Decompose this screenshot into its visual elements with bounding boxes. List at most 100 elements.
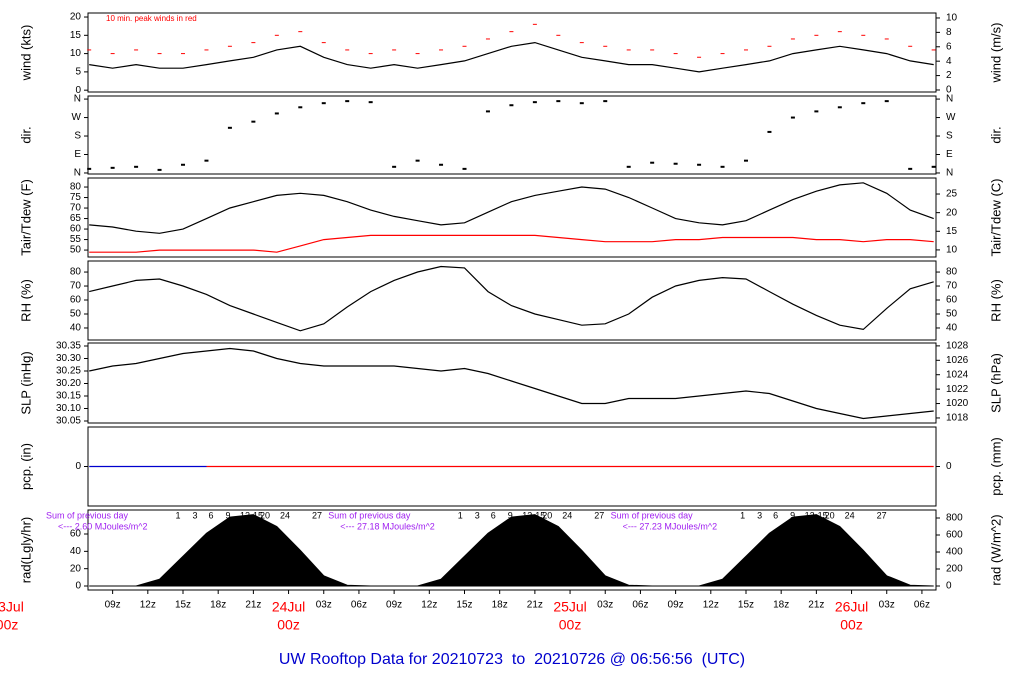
y-tick-label: 30.15 (56, 391, 81, 402)
x-tick-label: 21z (245, 600, 261, 611)
point (251, 120, 256, 123)
y-tick-label: W (72, 112, 82, 123)
sun-hour-label: 24 (562, 510, 572, 520)
y-tick-label: 20 (70, 563, 82, 574)
sun-hour-label: 1 (175, 510, 180, 520)
y-axis-label: wind (kts) (18, 25, 33, 82)
y2-tick-label: 200 (946, 564, 963, 575)
y-tick-label: 65 (70, 213, 82, 224)
y-tick-label: 5 (75, 67, 81, 78)
point (697, 163, 702, 166)
day-label: 23Jul (0, 599, 24, 615)
y-axis-label: SLP (inHg) (18, 351, 33, 414)
sun-hour-label: 3 (475, 510, 480, 520)
point (837, 106, 842, 109)
y2-tick-label: 70 (946, 281, 958, 292)
x-tick-label: 00z (0, 617, 18, 633)
point (931, 165, 936, 168)
x-tick-label: 03z (597, 600, 613, 611)
annotation: Sum of previous day (611, 510, 694, 520)
x-tick-label: 12z (140, 600, 156, 611)
panel-frame (87, 260, 937, 341)
panel-frame (87, 12, 937, 93)
y-tick-label: 30.25 (56, 366, 81, 377)
x-tick-label: 18z (492, 600, 508, 611)
point (603, 100, 608, 103)
sun-hour-label: 27 (877, 510, 887, 520)
y2-tick-label: 4 (946, 56, 952, 67)
y-tick-label: 60 (70, 529, 82, 540)
sun-hour-label: 15 (535, 510, 545, 520)
y-axis-label: Tair/Tdew (F) (18, 179, 33, 256)
y-tick-label: 50 (70, 245, 82, 256)
point (720, 165, 725, 168)
point (110, 166, 115, 169)
annotation: <--- 27.18 MJoules/m^2 (340, 521, 435, 531)
point (908, 167, 913, 170)
sun-hour-label: 24 (845, 510, 855, 520)
x-tick-label: 06z (914, 600, 930, 611)
sun-hour-label: 9 (790, 510, 795, 520)
x-tick-label: 09z (105, 600, 121, 611)
point (556, 100, 561, 103)
y2-tick-label: 1022 (946, 384, 969, 395)
line (89, 41, 934, 73)
annotation: 10 min. peak winds in red (106, 14, 197, 23)
point (345, 100, 350, 103)
x-tick-label: 00z (277, 617, 300, 633)
y2-tick-label: 1026 (946, 355, 969, 366)
y-tick-label: 40 (70, 323, 82, 334)
y2-tick-label: N (946, 168, 953, 179)
day-label: 25Jul (553, 599, 586, 615)
y-tick-label: 15 (70, 30, 82, 41)
sun-hour-label: 3 (757, 510, 762, 520)
line (89, 265, 934, 332)
point (157, 168, 162, 171)
annotation: Sum of previous day (328, 510, 411, 520)
point (274, 112, 279, 115)
y-tick-label: 75 (70, 192, 82, 203)
y-tick-label: N (74, 94, 81, 105)
annotation: <--- 27.23 MJoules/m^2 (623, 521, 718, 531)
point (439, 163, 444, 166)
sun-hour-label: 20 (260, 510, 270, 520)
y-tick-label: 50 (70, 309, 82, 320)
y2-tick-label: 1028 (946, 341, 969, 352)
y-axis-label: dir. (18, 126, 33, 143)
point (321, 102, 326, 105)
panel-frame (87, 509, 937, 591)
y2-tick-label: 10 (946, 245, 958, 256)
x-tick-label: 09z (668, 600, 684, 611)
point (181, 163, 186, 166)
y2-tick-label: 80 (946, 267, 958, 278)
y2-tick-label: N (946, 94, 953, 105)
x-tick-label: 06z (632, 600, 648, 611)
y-tick-label: 10 (70, 48, 82, 59)
sun-hour-label: 27 (312, 510, 322, 520)
x-tick-label: 15z (738, 600, 754, 611)
y-tick-label: 40 (70, 546, 82, 557)
y-axis-label: pcp. (in) (18, 443, 33, 490)
y-tick-label: 0 (75, 85, 81, 96)
y-tick-label: 70 (70, 203, 82, 214)
y-tick-label: 30.20 (56, 378, 81, 389)
annotation: <--- 2.60 MJoules/m^2 (58, 521, 148, 531)
sun-hour-label: 24 (280, 510, 290, 520)
point (814, 110, 819, 113)
x-tick-label: 09z (386, 600, 402, 611)
y2-tick-label: 0 (946, 461, 952, 472)
x-tick-label: 21z (527, 600, 543, 611)
x-tick-label: 03z (316, 600, 332, 611)
sun-hour-label: 9 (225, 510, 230, 520)
sun-hour-label: 6 (208, 510, 213, 520)
area (89, 514, 934, 587)
point (650, 161, 655, 164)
x-tick-label: 03z (879, 600, 895, 611)
point (134, 165, 139, 168)
y-tick-label: 0 (75, 581, 81, 592)
point (532, 101, 537, 104)
y2-tick-label: 40 (946, 323, 958, 334)
y2-axis-label: pcp. (mm) (988, 437, 1003, 496)
point (415, 159, 420, 162)
y2-axis-label: rad (W/m^2) (988, 514, 1003, 585)
